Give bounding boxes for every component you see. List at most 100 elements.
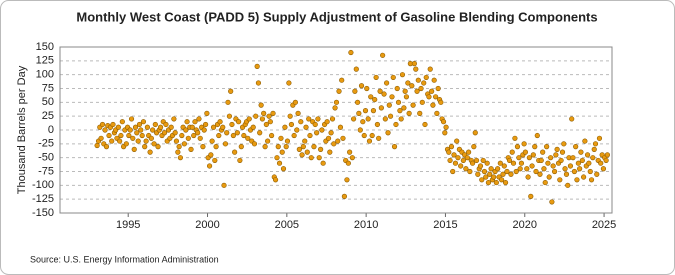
point <box>574 177 580 183</box>
point <box>192 119 198 125</box>
point <box>538 157 544 164</box>
point <box>591 146 597 152</box>
point <box>376 135 382 141</box>
point <box>292 99 298 105</box>
point <box>356 110 362 116</box>
point <box>275 144 281 150</box>
point <box>529 163 535 169</box>
point <box>295 110 301 116</box>
point <box>600 166 607 172</box>
point <box>175 149 181 155</box>
point <box>189 124 195 130</box>
point <box>578 149 584 155</box>
point <box>286 80 292 86</box>
point <box>279 149 285 155</box>
point <box>131 146 137 152</box>
point <box>238 144 244 150</box>
point <box>333 99 340 105</box>
point <box>421 80 427 86</box>
point <box>213 144 219 150</box>
point <box>208 152 214 158</box>
x-tick-label: 2020 <box>513 219 537 231</box>
y-tick-label: -125 <box>32 193 54 205</box>
point <box>473 157 480 164</box>
point <box>236 119 242 125</box>
point <box>152 121 158 128</box>
point <box>499 177 505 183</box>
point <box>115 124 121 130</box>
point <box>481 168 488 175</box>
point <box>368 94 374 100</box>
point <box>411 60 417 67</box>
point <box>472 130 478 136</box>
point <box>336 88 342 94</box>
point <box>179 132 185 139</box>
point <box>422 121 428 128</box>
point <box>557 177 563 183</box>
point <box>452 160 459 166</box>
point <box>537 171 543 177</box>
point <box>307 132 313 139</box>
point <box>413 66 419 72</box>
point <box>406 110 412 116</box>
point <box>172 130 178 136</box>
point <box>185 135 191 141</box>
point <box>228 88 234 94</box>
point <box>419 99 425 105</box>
point <box>471 144 477 150</box>
point <box>229 121 235 128</box>
y-axis-label: Thousand Barrels per Day <box>16 65 28 194</box>
point <box>460 157 466 164</box>
point <box>493 179 499 186</box>
point <box>506 157 513 164</box>
y-tick-label: -100 <box>32 179 54 191</box>
point <box>509 149 515 155</box>
point <box>584 152 591 158</box>
point <box>98 135 104 141</box>
point <box>266 113 272 119</box>
point <box>525 174 531 180</box>
point <box>435 85 441 92</box>
point <box>163 121 169 128</box>
point <box>224 130 230 136</box>
point <box>373 74 379 81</box>
point <box>385 130 391 136</box>
point <box>370 108 377 114</box>
point <box>562 166 568 172</box>
y-tick-label: 100 <box>36 69 54 81</box>
point <box>582 138 588 144</box>
point <box>502 179 509 186</box>
point <box>148 135 154 141</box>
y-tick-label: 50 <box>42 96 54 108</box>
point <box>272 177 279 183</box>
point <box>570 155 576 161</box>
point <box>299 152 305 158</box>
y-tick-label: 75 <box>42 82 54 94</box>
point <box>287 113 293 119</box>
point <box>262 144 268 150</box>
point <box>394 85 400 92</box>
point <box>324 119 330 125</box>
point <box>134 130 140 136</box>
point <box>401 105 407 111</box>
point <box>429 88 435 94</box>
point <box>430 102 436 108</box>
point <box>132 124 139 130</box>
x-tick-label: 2010 <box>354 219 378 231</box>
point <box>513 168 519 175</box>
point <box>195 130 201 136</box>
point <box>381 91 387 97</box>
point <box>135 138 141 144</box>
point <box>320 160 326 166</box>
point <box>442 130 448 136</box>
point <box>221 182 227 188</box>
point <box>540 149 546 155</box>
point <box>319 127 325 133</box>
point <box>210 124 217 130</box>
point <box>209 138 215 144</box>
point <box>545 160 551 166</box>
point <box>173 138 180 144</box>
point <box>143 138 149 144</box>
point <box>565 182 571 188</box>
point <box>417 110 423 116</box>
